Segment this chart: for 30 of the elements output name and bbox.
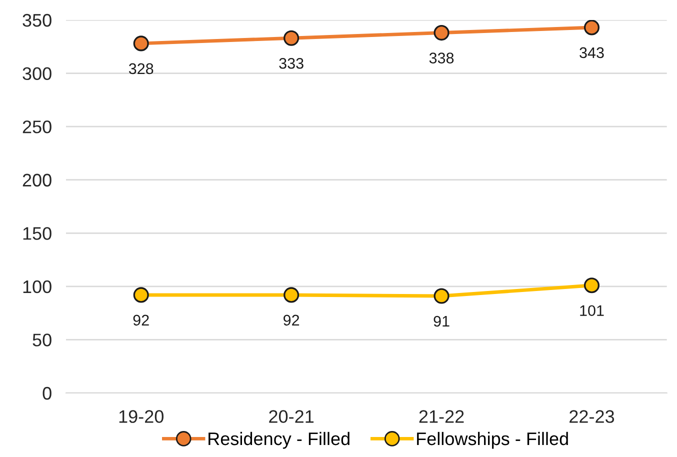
- data-label: 333: [279, 58, 304, 69]
- data-label: 92: [284, 314, 300, 326]
- point: [284, 30, 300, 46]
- x-tick-label: 19-20: [119, 410, 164, 423]
- data-label: 328: [128, 63, 154, 74]
- legend-label: Residency - Filled: [208, 432, 350, 449]
- y-tick-label: 350: [22, 14, 52, 27]
- data-label: 91: [434, 316, 450, 327]
- point: [434, 25, 450, 41]
- point: [284, 287, 300, 303]
- x-tick-label: 20-21: [269, 410, 314, 423]
- y-tick-label: 300: [22, 67, 52, 80]
- point: [584, 278, 600, 294]
- y-tick-label: 0: [42, 386, 52, 400]
- data-label: 343: [580, 47, 604, 58]
- point: [133, 36, 149, 52]
- data-label: 338: [429, 52, 454, 64]
- y-tick-label: 50: [32, 334, 52, 346]
- y-tick-label: 200: [22, 174, 52, 187]
- point: [434, 288, 450, 304]
- y-tick-label: 100: [23, 280, 52, 294]
- legend-label: Fellowships - Filled: [417, 432, 568, 449]
- point: [133, 287, 149, 303]
- point: [584, 20, 600, 36]
- data-label: 101: [580, 305, 604, 316]
- y-tick-label: 250: [22, 120, 52, 134]
- y-tick-label: 150: [23, 227, 52, 240]
- x-tick-label: 21-22: [419, 410, 464, 423]
- x-tick-label: 22-23: [570, 410, 614, 423]
- data-label: 92: [133, 314, 149, 326]
